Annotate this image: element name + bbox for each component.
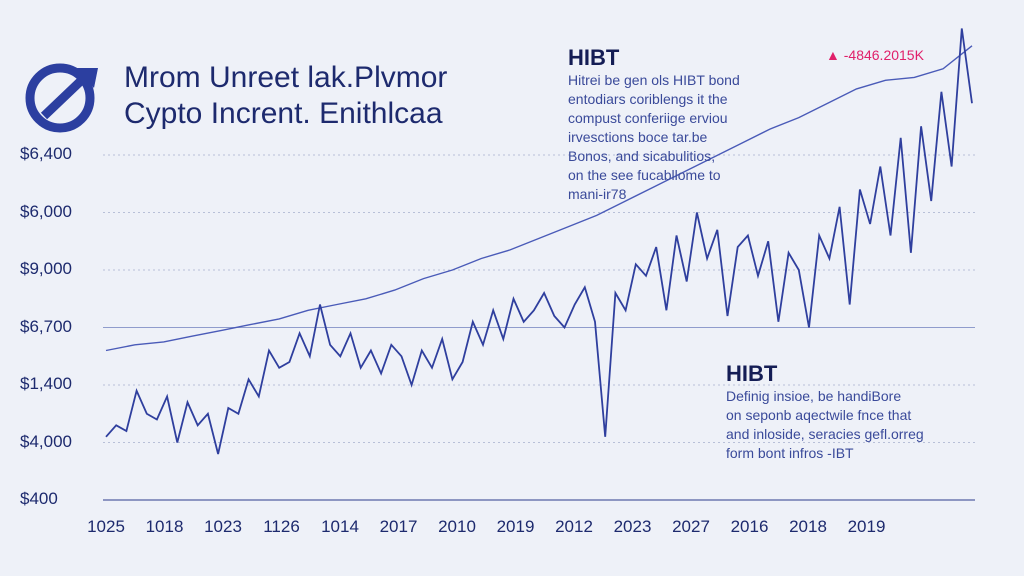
x-tick-label: 1025 — [87, 517, 125, 536]
annotation-line: Bonos, and sicabulitios, — [568, 148, 716, 164]
annotation-line: on the see fucabllome to — [568, 167, 721, 183]
x-tick-label: 2018 — [789, 517, 827, 536]
annotation-top: HIBT Hitrei be gen ols HIBT bond entodia… — [568, 45, 740, 204]
x-tick-label: 2017 — [379, 517, 418, 536]
x-tick-label: 2016 — [730, 517, 769, 536]
peak-tag: ▲ -4846.2015K — [826, 47, 924, 63]
annotation-line: and inloside, seracies gefl.orreg — [726, 426, 924, 442]
annotation-heading: HIBT — [568, 45, 620, 70]
x-tick-label: 1126 — [263, 517, 300, 536]
x-tick-label: 1023 — [204, 517, 242, 536]
annotation-heading: HIBT — [726, 361, 778, 386]
annotation-line: Definig insioe, be handiBore — [726, 388, 902, 404]
logo-icon — [25, 63, 98, 133]
annotation-line: compust conferiige erviou — [568, 110, 728, 126]
y-tick-label: $9,000 — [20, 259, 72, 278]
x-tick-label: 2012 — [555, 517, 593, 536]
title-line-2: Cypto Incrent. Enithlcaa — [124, 97, 443, 130]
x-tick-label: 1014 — [321, 517, 359, 536]
annotation-line: form bont infros -IBT — [726, 445, 854, 461]
annotation-line: mani-ir78 — [568, 186, 627, 202]
y-tick-label: $1,400 — [20, 374, 72, 393]
x-tick-label: 2019 — [496, 517, 535, 536]
annotation-line: entodiars coriblengs it the — [568, 91, 728, 107]
x-tick-label: 2023 — [613, 517, 652, 536]
chart-title: Mrom Unreet lak.Plvmor Cypto Incrent. En… — [124, 60, 447, 132]
y-tick-label: $400 — [20, 489, 58, 508]
annotation-line: irvesctions boce tar.be — [568, 129, 708, 145]
annotation-line: on seponb aqectwile fnce that — [726, 407, 912, 423]
price-line — [105, 28, 973, 455]
y-tick-label: $6,400 — [20, 144, 72, 163]
y-tick-label: $4,000 — [20, 431, 72, 451]
x-tick-label: 2010 — [438, 517, 476, 536]
y-tick-label: $6,000 — [20, 201, 72, 221]
x-tick-label: 1018 — [145, 517, 184, 536]
annotation-bottom: HIBT Definig insioe, be handiBore on sep… — [726, 361, 924, 463]
marker-icon: ▲ — [826, 47, 840, 63]
trend-line — [105, 45, 973, 352]
title-line-1: Mrom Unreet lak.Plvmor — [124, 61, 448, 94]
x-tick-label: 2027 — [672, 517, 710, 536]
annotation-line: Hitrei be gen ols HIBT bond — [568, 72, 740, 88]
peak-tag-text: -4846.2015K — [843, 47, 924, 63]
x-tick-label: 2019 — [847, 517, 886, 536]
y-tick-label: $6,700 — [20, 316, 72, 336]
